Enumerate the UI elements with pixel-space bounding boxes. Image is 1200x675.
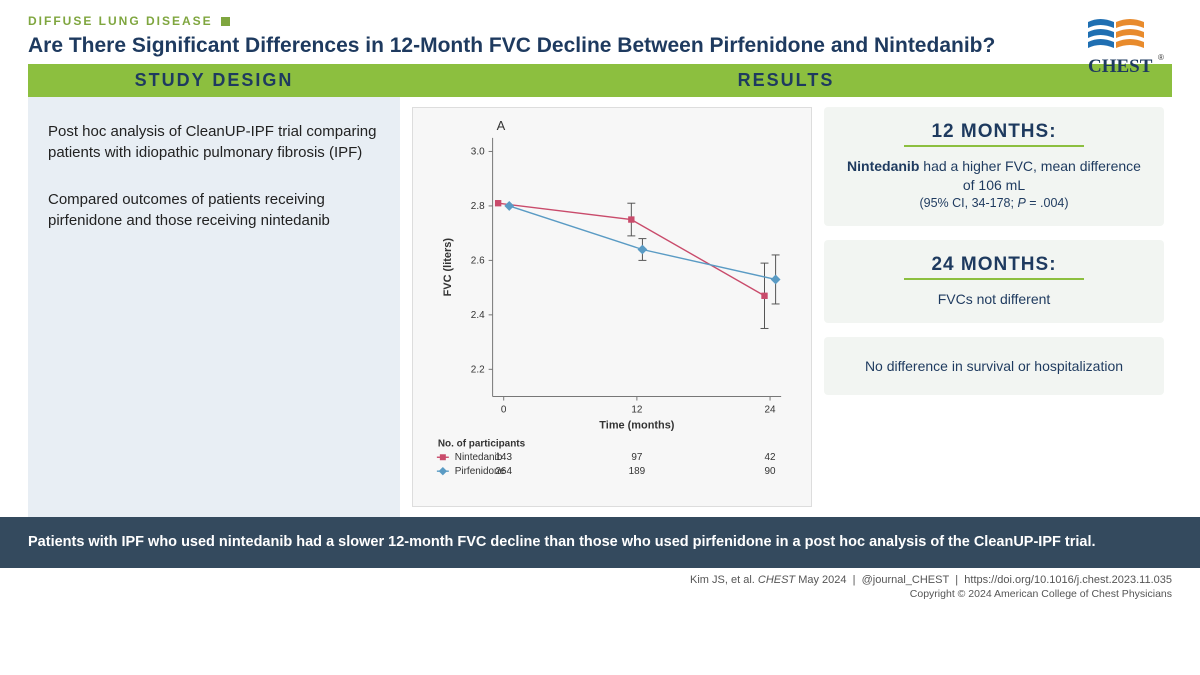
chest-logo: CHEST ® bbox=[1080, 14, 1170, 84]
svg-text:97: 97 bbox=[631, 452, 643, 463]
results-heading: RESULTS bbox=[400, 64, 1172, 97]
study-design-heading: STUDY DESIGN bbox=[28, 64, 400, 97]
study-p1: Post hoc analysis of CleanUP-IPF trial c… bbox=[48, 121, 380, 163]
conclusion-bar: Patients with IPF who used nintedanib ha… bbox=[0, 517, 1200, 568]
svg-text:12: 12 bbox=[631, 404, 643, 415]
results-body: A 2.2 2.4 2.6 2.8 3.0 0 12 24 Time (months) FVC (l… bbox=[400, 97, 1172, 517]
svg-text:143: 143 bbox=[495, 452, 512, 463]
footer-citation: Kim JS, et al. CHEST May 2024 | @journal… bbox=[0, 574, 1172, 586]
svg-text:0: 0 bbox=[501, 404, 507, 415]
svg-text:264: 264 bbox=[495, 466, 512, 477]
card-12-months: 12 MONTHS: Nintedanib had a higher FVC, … bbox=[824, 107, 1164, 226]
svg-text:3.0: 3.0 bbox=[471, 146, 485, 157]
footer-copyright: Copyright © 2024 American College of Che… bbox=[0, 588, 1172, 600]
footer: Kim JS, et al. CHEST May 2024 | @journal… bbox=[0, 568, 1200, 600]
svg-text:42: 42 bbox=[765, 452, 777, 463]
svg-text:189: 189 bbox=[629, 466, 646, 477]
header: DIFFUSE LUNG DISEASE Are There Significa… bbox=[0, 0, 1200, 64]
result-cards: 12 MONTHS: Nintedanib had a higher FVC, … bbox=[824, 107, 1164, 507]
study-design-body: Post hoc analysis of CleanUP-IPF trial c… bbox=[28, 97, 400, 517]
card-title: 12 MONTHS: bbox=[840, 121, 1148, 143]
svg-text:FVC (liters): FVC (liters) bbox=[442, 238, 454, 297]
study-p2: Compared outcomes of patients receiving … bbox=[48, 189, 380, 231]
fvc-chart: A 2.2 2.4 2.6 2.8 3.0 0 12 24 Time (months) FVC (l… bbox=[412, 107, 812, 507]
svg-text:Time (months): Time (months) bbox=[599, 419, 675, 431]
card-body: No difference in survival or hospitaliza… bbox=[840, 351, 1148, 382]
category-label: DIFFUSE LUNG DISEASE bbox=[28, 14, 1172, 28]
svg-text:2.8: 2.8 bbox=[471, 201, 485, 212]
svg-text:2.6: 2.6 bbox=[471, 255, 485, 266]
svg-text:®: ® bbox=[1158, 53, 1164, 62]
study-design-column: STUDY DESIGN Post hoc analysis of CleanU… bbox=[28, 64, 400, 517]
main-columns: STUDY DESIGN Post hoc analysis of CleanU… bbox=[0, 64, 1200, 517]
svg-text:No. of participants: No. of participants bbox=[438, 438, 526, 449]
card-survival: No difference in survival or hospitaliza… bbox=[824, 337, 1164, 396]
svg-text:2.4: 2.4 bbox=[471, 310, 485, 321]
card-body: FVCs not different bbox=[840, 290, 1148, 309]
card-title: 24 MONTHS: bbox=[840, 254, 1148, 276]
svg-text:2.2: 2.2 bbox=[471, 364, 485, 375]
card-sub: (95% CI, 34-178; P = .004) bbox=[840, 195, 1148, 212]
svg-text:A: A bbox=[497, 118, 506, 133]
svg-text:24: 24 bbox=[765, 404, 777, 415]
svg-text:90: 90 bbox=[765, 466, 777, 477]
logo-text: CHEST bbox=[1088, 56, 1153, 77]
card-body: Nintedanib had a higher FVC, mean differ… bbox=[840, 157, 1148, 212]
page-title: Are There Significant Differences in 12-… bbox=[28, 34, 1008, 58]
card-24-months: 24 MONTHS: FVCs not different bbox=[824, 240, 1164, 323]
results-column: RESULTS A 2.2 2.4 2.6 2.8 3.0 0 12 24 Time (month… bbox=[400, 64, 1172, 517]
